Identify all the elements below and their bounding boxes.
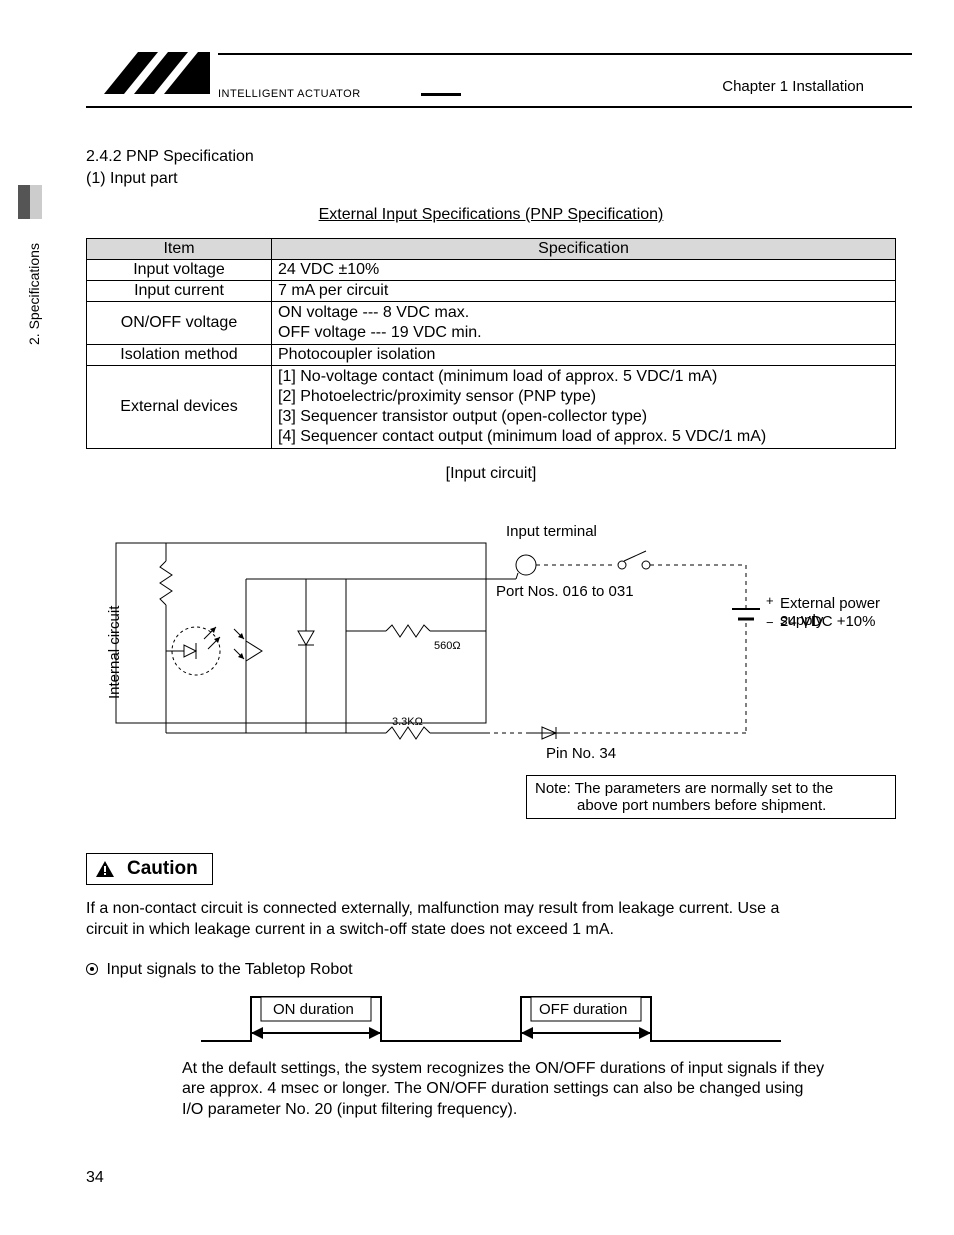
spec-table: Item Specification Input voltage 24 VDC … xyxy=(86,238,896,449)
cell-line: [4] Sequencer contact output (minimum lo… xyxy=(278,427,889,447)
side-tab-light xyxy=(30,185,42,219)
bullet-icon xyxy=(86,963,98,975)
signals-line: I/O parameter No. 20 (input filtering fr… xyxy=(182,1100,896,1121)
cell-spec: 24 VDC ±10% xyxy=(272,260,896,281)
cell-item: Input voltage xyxy=(87,260,272,281)
cell-line: OFF voltage --- 19 VDC min. xyxy=(278,323,889,343)
brand-logo xyxy=(104,48,210,102)
table-title: External Input Specifications (PNP Speci… xyxy=(86,206,896,224)
section-sub: (1) Input part xyxy=(86,170,896,188)
table-row: ON/OFF voltage ON voltage --- 8 VDC max.… xyxy=(87,302,896,345)
cell-line: ON voltage --- 8 VDC max. xyxy=(278,303,889,323)
caution-line: circuit in which leakage current in a sw… xyxy=(86,920,896,941)
signals-text: At the default settings, the system reco… xyxy=(182,1059,896,1121)
chapter-label: Chapter 1 Installation xyxy=(722,78,864,95)
note-line1: Note: The parameters are normally set to… xyxy=(535,780,887,797)
page-number: 34 xyxy=(86,1169,104,1187)
table-row: Input voltage 24 VDC ±10% xyxy=(87,260,896,281)
warning-icon xyxy=(95,860,115,878)
side-tab-dark xyxy=(18,185,30,219)
cell-item: External devices xyxy=(87,366,272,449)
circuit-title: [Input circuit] xyxy=(86,465,896,483)
ports-label: Port Nos. 016 to 031 xyxy=(496,583,634,600)
pin-label: Pin No. 34 xyxy=(546,745,616,762)
on-duration-label: ON duration xyxy=(273,1001,354,1018)
signals-heading-text: Input signals to the Tabletop Robot xyxy=(106,961,352,978)
minus-label: − xyxy=(766,615,774,630)
caution-box: Caution xyxy=(86,853,213,885)
header-rule xyxy=(86,106,912,108)
cell-spec: ON voltage --- 8 VDC max. OFF voltage --… xyxy=(272,302,896,345)
th-spec: Specification xyxy=(272,239,896,260)
content: 2.4.2 PNP Specification (1) Input part E… xyxy=(86,148,896,1121)
note-line2: above port numbers before shipment. xyxy=(535,797,887,814)
cell-item: ON/OFF voltage xyxy=(87,302,272,345)
header: INTELLIGENT ACTUATOR Chapter 1 Installat… xyxy=(86,56,912,106)
caution-label: Caution xyxy=(127,858,198,880)
signals-heading: Input signals to the Tabletop Robot xyxy=(86,961,896,979)
th-item: Item xyxy=(87,239,272,260)
plus-label: + xyxy=(766,593,774,608)
note-box: Note: The parameters are normally set to… xyxy=(526,775,896,819)
caution-line: If a non-contact circuit is connected ex… xyxy=(86,899,896,920)
cell-line: [2] Photoelectric/proximity sensor (PNP … xyxy=(278,387,889,407)
off-duration-label: OFF duration xyxy=(539,1001,627,1018)
table-row: Input current 7 mA per circuit xyxy=(87,281,896,302)
r3k-label: 3.3KΩ xyxy=(392,716,423,728)
cell-line: [1] No-voltage contact (minimum load of … xyxy=(278,367,889,387)
circuit-diagram: 560Ω 3.3KΩ Internal circuit Input termin… xyxy=(86,501,896,761)
power-label-2: 24 VDC +10% xyxy=(780,613,875,630)
internal-circuit-label: Internal circuit xyxy=(106,606,123,699)
input-terminal-label: Input terminal xyxy=(506,523,597,540)
cell-line: [3] Sequencer transistor output (open-co… xyxy=(278,407,889,427)
section-number-title: 2.4.2 PNP Specification xyxy=(86,148,896,166)
cell-item: Isolation method xyxy=(87,345,272,366)
top-rule xyxy=(218,53,912,55)
caution-text: If a non-contact circuit is connected ex… xyxy=(86,899,896,941)
table-row: Isolation method Photocoupler isolation xyxy=(87,345,896,366)
brand-subtitle-rule xyxy=(421,93,461,96)
signals-line: At the default settings, the system reco… xyxy=(182,1059,896,1080)
signals-line: are approx. 4 msec or longer. The ON/OFF… xyxy=(182,1079,896,1100)
table-row: External devices [1] No-voltage contact … xyxy=(87,366,896,449)
side-section-label: 2. Specifications xyxy=(26,243,42,345)
brand-subtitle: INTELLIGENT ACTUATOR xyxy=(218,88,361,100)
cell-spec: 7 mA per circuit xyxy=(272,281,896,302)
cell-spec: Photocoupler isolation xyxy=(272,345,896,366)
cell-spec: [1] No-voltage contact (minimum load of … xyxy=(272,366,896,449)
r560-label: 560Ω xyxy=(434,640,461,652)
cell-item: Input current xyxy=(87,281,272,302)
signal-diagram: ON duration OFF duration xyxy=(201,989,781,1051)
